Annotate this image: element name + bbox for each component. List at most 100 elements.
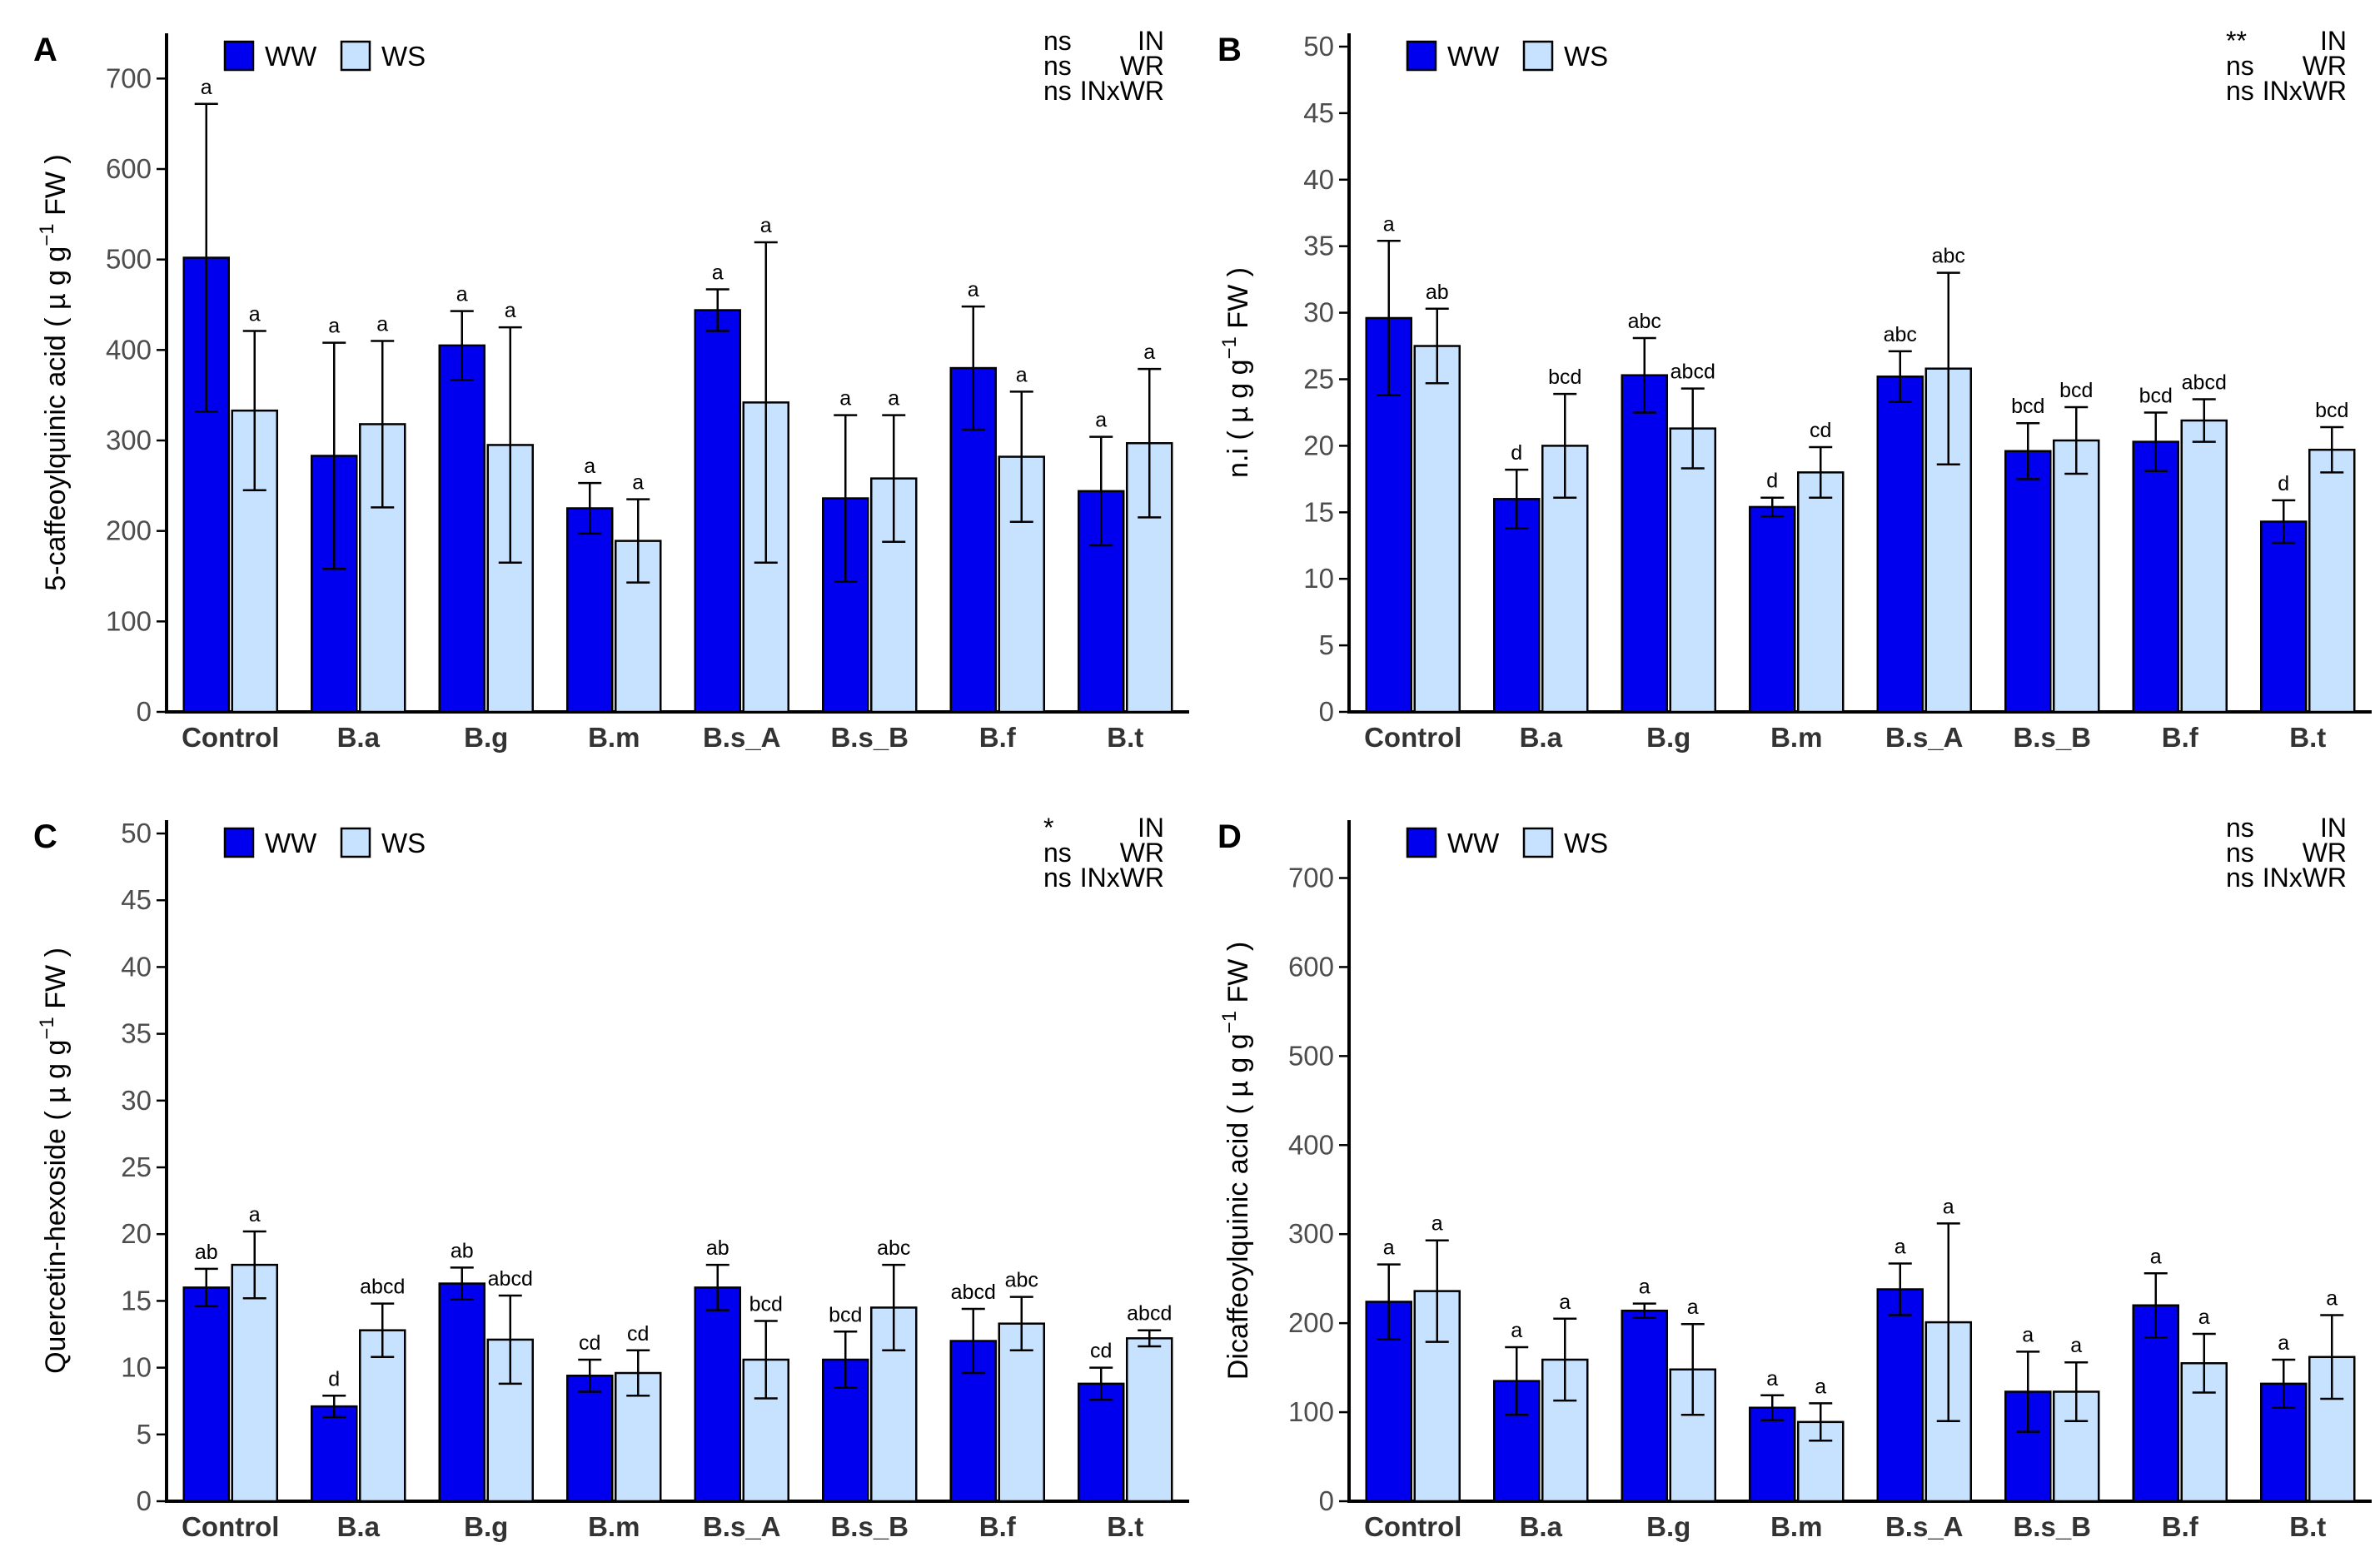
x-tick-label: B.g	[464, 722, 508, 753]
x-tick-label: Control	[1364, 722, 1461, 753]
x-tick-label: B.m	[588, 1511, 640, 1542]
significance-mark: ns	[1043, 26, 1072, 56]
y-axis-label-sup: −1	[36, 1017, 58, 1039]
significance-letter: bcd	[2139, 384, 2173, 407]
y-tick-label: 600	[106, 153, 152, 184]
significance-letter: a	[839, 387, 851, 410]
significance-letter: abc	[1005, 1269, 1038, 1292]
significance-letter: a	[1895, 1236, 1906, 1259]
significance-factor: WR	[2303, 838, 2347, 868]
significance-factor: INxWR	[2263, 863, 2347, 893]
x-tick-label: B.a	[337, 1511, 381, 1542]
significance-factor: INxWR	[1080, 76, 1164, 106]
significance-letter: a	[584, 455, 595, 478]
significance-letter: abcd	[2182, 371, 2227, 394]
y-tick-label: 5	[1319, 629, 1334, 660]
y-axis-label-end: FW )	[40, 948, 72, 1017]
x-tick-label: B.t	[2289, 722, 2326, 753]
bar-ws	[1797, 1420, 1845, 1503]
significance-letter: a	[1559, 1291, 1571, 1314]
legend-ws-swatch	[340, 827, 371, 858]
legend-ww-swatch	[1406, 40, 1437, 72]
bar-ww	[1876, 1288, 1924, 1503]
significance-mark: ns	[2226, 863, 2254, 893]
panel-letter: B	[1217, 32, 1242, 68]
y-tick-label: 200	[106, 515, 152, 546]
legend-ww-swatch	[223, 827, 255, 858]
significance-letter: a	[1143, 341, 1155, 364]
x-tick-label: B.s_B	[830, 722, 909, 753]
y-tick-label: 200	[1288, 1307, 1334, 1338]
significance-letter: a	[376, 312, 388, 336]
y-axis-label-main: Quercetin-hexoside ( µ g g	[40, 1040, 72, 1374]
y-axis-label: Quercetin-hexoside ( µ g g−1 FW )	[36, 948, 72, 1374]
y-tick-label: 25	[121, 1152, 152, 1182]
legend-ww-label: WW	[1447, 41, 1500, 72]
y-tick-label: 400	[106, 334, 152, 365]
panel-C: C 0 5 10 15 20 25 30 35 40 45 50 Quercetin-hexoside …	[33, 813, 1189, 1542]
significance-letter: ab	[1426, 281, 1449, 304]
significance-letter: a	[1943, 1195, 1954, 1218]
y-tick-label: 700	[106, 62, 152, 93]
y-tick-label: 300	[106, 425, 152, 455]
significance-letter: a	[249, 303, 261, 326]
y-tick-label: 0	[1319, 696, 1334, 727]
y-tick-label: 15	[121, 1285, 152, 1316]
y-tick-label: 100	[1288, 1396, 1334, 1427]
x-tick-label: B.g	[1646, 722, 1690, 753]
y-tick-label: 10	[121, 1352, 152, 1383]
x-tick-label: B.a	[337, 722, 381, 753]
bar-ww	[438, 344, 485, 714]
significance-letter: abcd	[1670, 361, 1715, 384]
y-tick-label: 15	[1303, 496, 1334, 527]
significance-factor: IN	[1138, 813, 1164, 843]
significance-letter: a	[888, 387, 899, 410]
significance-letter: a	[1639, 1276, 1651, 1299]
bar-ws	[231, 1263, 278, 1503]
significance-letter: a	[712, 261, 724, 285]
bar-ww	[438, 1282, 485, 1503]
bar-ws	[2180, 419, 2228, 714]
y-axis-label: n.i ( µ g g−1 FW )	[1218, 267, 1254, 478]
x-tick-label: B.s_A	[703, 722, 781, 753]
y-tick-label: 500	[1288, 1040, 1334, 1071]
legend-ws-label: WS	[381, 41, 426, 72]
panel-D: D 0 100 200 300 400 500 600 700 Dicaffeoylquinic …	[1217, 813, 2372, 1542]
significance-letter: a	[632, 471, 644, 495]
y-tick-label: 0	[137, 1485, 152, 1516]
legend-ws-label: WS	[381, 828, 426, 858]
significance-letter: a	[249, 1203, 261, 1226]
significance-mark: **	[2226, 26, 2247, 56]
bar-ww	[694, 1286, 741, 1503]
bar-ws	[1541, 1358, 1589, 1503]
significance-mark: ns	[1043, 838, 1072, 868]
significance-mark: ns	[1043, 51, 1072, 81]
y-tick-label: 40	[121, 951, 152, 982]
significance-letter: a	[1383, 1236, 1395, 1260]
legend-ww-swatch	[1406, 827, 1437, 858]
bar-ws	[2053, 439, 2100, 714]
significance-letter: cd	[1810, 419, 1831, 442]
panel-A: A 0 100 200 300 400 500 600 700 5-caffeoylquinic …	[33, 26, 1189, 753]
significance-letter: ab	[706, 1236, 729, 1260]
significance-mark: ns	[2226, 813, 2254, 843]
significance-factor: IN	[1138, 26, 1164, 56]
y-axis-label-end: FW )	[1222, 267, 1254, 336]
y-tick-label: 20	[121, 1218, 152, 1249]
bar-ww	[1078, 1382, 1125, 1503]
y-tick-label: 40	[1303, 164, 1334, 195]
significance-letter: abc	[1932, 245, 1965, 268]
significance-letter: a	[505, 299, 516, 322]
x-tick-label: B.m	[1770, 722, 1822, 753]
y-tick-label: 20	[1303, 430, 1334, 460]
bar-ww	[1621, 1309, 1668, 1503]
significance-letter: abcd	[360, 1276, 405, 1299]
panel-B: B 0 5 10 15 20 25 30 35 40 45 50 n.i ( µ g g−1 FW ) W…	[1217, 26, 2372, 753]
significance-letter: abcd	[951, 1281, 996, 1304]
significance-factor: IN	[2320, 26, 2347, 56]
x-tick-label: B.f	[979, 1511, 1017, 1542]
significance-letter: a	[2070, 1334, 2082, 1357]
significance-letter: bcd	[2059, 379, 2093, 402]
significance-mark: ns	[1043, 863, 1072, 893]
significance-letter: a	[1383, 212, 1395, 236]
